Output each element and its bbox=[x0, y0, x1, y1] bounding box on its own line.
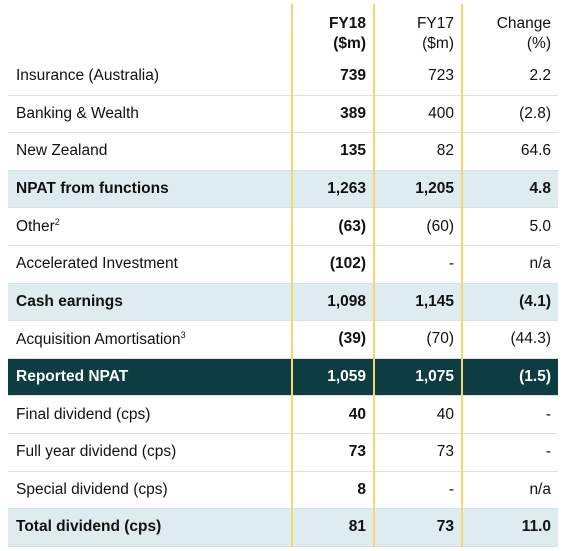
label-text: Accelerated Investment bbox=[16, 255, 178, 273]
value-cell: 135 bbox=[291, 132, 374, 171]
value-cell: - bbox=[461, 433, 558, 472]
value-cell: 1,145 bbox=[373, 283, 462, 322]
value-cell: (102) bbox=[291, 245, 374, 284]
value-cell: (39) bbox=[291, 320, 374, 359]
results-table: FY18 ($m) FY17 ($m) Change (%) Insurance (A… bbox=[8, 4, 558, 547]
label-text: NPAT from functions bbox=[16, 180, 169, 198]
table-row: Cash earnings 1,098 1,145 (4.1) bbox=[8, 283, 558, 322]
label-text: Other bbox=[16, 218, 55, 236]
value-cell: 73 bbox=[373, 433, 462, 472]
table-row: Special dividend (cps) 8- n/a bbox=[8, 471, 558, 510]
value-cell: 739 bbox=[291, 58, 374, 96]
value-cell: 40 bbox=[373, 395, 462, 434]
value-cell: - bbox=[461, 395, 558, 434]
value-cell: (70) bbox=[373, 320, 462, 359]
value-cell: (63) bbox=[291, 207, 374, 246]
table-row: Total dividend (cps) 81 73 11.0 bbox=[8, 508, 558, 547]
value-cell: 11.0 bbox=[461, 508, 558, 547]
row-label: Other2 bbox=[8, 207, 292, 246]
value-cell: 1,075 bbox=[373, 358, 462, 397]
value-cell: 1,098 bbox=[291, 283, 374, 322]
table-row: NPAT from functions 1,263 1,205 4.8 bbox=[8, 170, 558, 209]
header-text: ($m) bbox=[422, 35, 454, 52]
value-cell: (1.5) bbox=[461, 358, 558, 397]
header-text: (%) bbox=[526, 35, 551, 52]
header-text: FY18 bbox=[328, 15, 366, 32]
value-cell: 4.8 bbox=[461, 170, 558, 209]
label-text: Reported NPAT bbox=[16, 368, 129, 386]
header-text: ($m) bbox=[333, 35, 366, 52]
row-label: Banking & Wealth bbox=[8, 95, 292, 134]
label-text: Acquisition Amortisation bbox=[16, 331, 181, 349]
table-row: Insurance (Australia) 739 723 2.2 bbox=[8, 58, 558, 96]
header-cell: FY17 ($m) bbox=[373, 4, 462, 58]
row-label: Final dividend (cps) bbox=[8, 395, 292, 434]
label-text: Final dividend (cps) bbox=[16, 405, 151, 423]
value-cell: (44.3) bbox=[461, 320, 558, 359]
header-cell: Change (%) bbox=[461, 4, 558, 58]
value-cell: 5.0 bbox=[461, 207, 558, 246]
row-label: Cash earnings bbox=[8, 283, 292, 322]
header-blank bbox=[8, 4, 292, 58]
value-cell: 81 bbox=[291, 508, 374, 547]
row-label: Full year dividend (cps) bbox=[8, 433, 292, 472]
value-cell: 1,263 bbox=[291, 170, 374, 209]
table-row: Other2 (63) (60) 5.0 bbox=[8, 207, 558, 246]
value-cell: 40 bbox=[291, 395, 374, 434]
table-row: Acquisition Amortisation3 (39) (70) (44.3) bbox=[8, 320, 558, 359]
value-cell: 8 bbox=[291, 471, 374, 510]
table-row: Final dividend (cps) 40 40- bbox=[8, 395, 558, 434]
row-label: Accelerated Investment bbox=[8, 245, 292, 284]
row-label: Insurance (Australia) bbox=[8, 58, 292, 96]
table-row: Full year dividend (cps) 73 73- bbox=[8, 433, 558, 472]
value-cell: 723 bbox=[373, 58, 462, 96]
value-cell: n/a bbox=[461, 245, 558, 284]
label-text: Banking & Wealth bbox=[16, 104, 139, 122]
table-row: Banking & Wealth 389 400 (2.8) bbox=[8, 95, 558, 134]
value-cell: - bbox=[373, 471, 462, 510]
table-row: New Zealand 135 82 64.6 bbox=[8, 132, 558, 171]
footnote-ref: 2 bbox=[54, 217, 60, 228]
value-cell: 82 bbox=[373, 132, 462, 171]
row-label: NPAT from functions bbox=[8, 170, 292, 209]
value-cell: (60) bbox=[373, 207, 462, 246]
header-cell: FY18 ($m) bbox=[291, 4, 374, 58]
row-label: Reported NPAT bbox=[8, 358, 292, 397]
value-cell: 73 bbox=[291, 433, 374, 472]
row-label: New Zealand bbox=[8, 132, 292, 171]
value-cell: 2.2 bbox=[461, 58, 558, 96]
row-label: Total dividend (cps) bbox=[8, 508, 292, 547]
table-row: Reported NPAT 1,059 1,075 (1.5) bbox=[8, 358, 558, 397]
row-label: Special dividend (cps) bbox=[8, 471, 292, 510]
row-label: Acquisition Amortisation3 bbox=[8, 320, 292, 359]
footnote-ref: 3 bbox=[180, 329, 186, 340]
value-cell: (4.1) bbox=[461, 283, 558, 322]
value-cell: - bbox=[373, 245, 462, 284]
value-cell: 1,205 bbox=[373, 170, 462, 209]
value-cell: 1,059 bbox=[291, 358, 374, 397]
label-text: Insurance (Australia) bbox=[16, 67, 160, 85]
value-cell: 64.6 bbox=[461, 132, 558, 171]
header-text: Change bbox=[496, 15, 551, 32]
value-cell: n/a bbox=[461, 471, 558, 510]
label-text: Total dividend (cps) bbox=[16, 518, 162, 536]
value-cell: 400 bbox=[373, 95, 462, 134]
value-cell: 389 bbox=[291, 95, 374, 134]
header-row: FY18 ($m) FY17 ($m) Change (%) bbox=[8, 4, 558, 58]
label-text: Cash earnings bbox=[16, 292, 123, 310]
value-cell: 73 bbox=[373, 508, 462, 547]
header-text: FY17 bbox=[416, 15, 454, 32]
label-text: Full year dividend (cps) bbox=[16, 443, 177, 461]
table-row: Accelerated Investment (102) - n/a bbox=[8, 245, 558, 284]
label-text: New Zealand bbox=[16, 142, 108, 160]
value-cell: (2.8) bbox=[461, 95, 558, 134]
label-text: Special dividend (cps) bbox=[16, 480, 168, 498]
